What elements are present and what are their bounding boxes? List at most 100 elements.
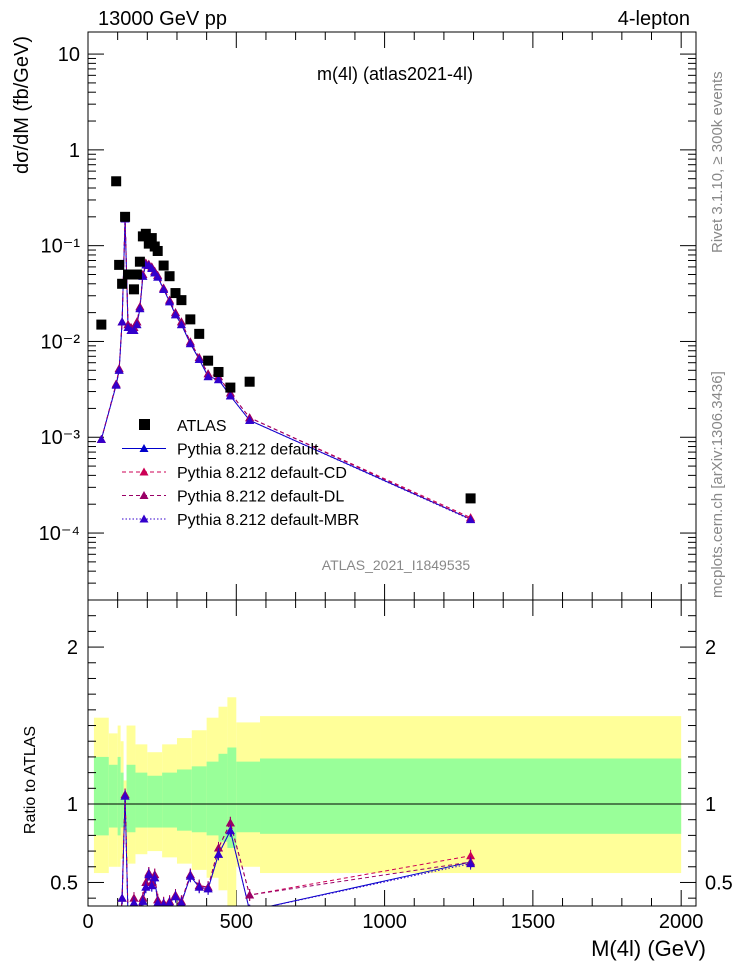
legend-marker	[139, 467, 149, 476]
mc-point	[225, 391, 235, 400]
y-tick-label: 10⁻⁴	[39, 523, 80, 545]
ratio-point	[127, 912, 136, 920]
mc-point	[159, 284, 169, 293]
ratio-point	[120, 791, 130, 800]
ratio-band-inner	[260, 758, 682, 834]
ratio-tick-label-right: 2	[705, 637, 716, 659]
ratio-axis-ticks: 0.5 0.5 1 1 2 2	[50, 615, 733, 899]
mc-point	[114, 365, 124, 374]
side-mcplots-label: mcplots.cern.ch [arXiv:1306.3436]	[709, 371, 726, 598]
ratio-point	[112, 955, 121, 963]
ratio-point	[466, 859, 476, 868]
ratio-band-inner	[206, 761, 219, 836]
ratio-point	[160, 899, 168, 906]
ratio-uncertainty-bands	[93, 697, 682, 906]
y-tick-label: 1	[69, 140, 80, 162]
ratio-line	[121, 796, 471, 906]
ratio-point	[138, 896, 148, 905]
y-tick-label: 10⁻³	[41, 427, 81, 449]
legend-label: Pythia 8.212 default-CD	[177, 465, 347, 482]
ratio-point	[132, 906, 141, 914]
ratio-point	[129, 898, 139, 906]
main-series	[96, 176, 476, 524]
ratio-point	[127, 916, 136, 924]
ratio-band-inner	[108, 764, 118, 828]
y-tick-label: 10	[58, 44, 80, 66]
ratio-point	[112, 955, 121, 963]
mc-point	[117, 317, 127, 326]
data-point	[134, 256, 145, 267]
ratio-y-label: Ratio to ATLAS	[22, 726, 39, 834]
mc-point	[466, 515, 476, 524]
header-left: 13000 GeV pp	[98, 8, 227, 30]
ratio-point	[177, 898, 186, 906]
ratio-band-inner	[176, 769, 192, 831]
x-tick-label: 2000	[659, 911, 704, 933]
data-point	[213, 366, 224, 377]
mc-point	[203, 372, 213, 381]
ratio-point	[213, 849, 223, 858]
ratio-point	[144, 870, 154, 879]
ratio-band-inner	[126, 764, 136, 833]
legend-marker	[139, 514, 149, 523]
main-panel: 10 1 10⁻¹ 10⁻² 10⁻³ 10⁻⁴ 0 500 1000 1500 2000 m(4l…	[11, 31, 704, 933]
ratio-point	[153, 898, 162, 906]
ratio-point	[97, 947, 106, 955]
x-tick-label: 0	[82, 911, 93, 933]
ratio-band-inner	[236, 761, 261, 833]
ratio-point	[115, 944, 124, 952]
data-point	[146, 233, 157, 244]
data-point	[225, 382, 236, 393]
data-point	[117, 278, 128, 289]
ratio-point	[97, 947, 106, 955]
ratio-point	[124, 909, 133, 917]
ratio-point	[117, 893, 127, 902]
ratio-band-inner	[218, 753, 228, 842]
ratio-point	[127, 916, 136, 924]
ratio-point	[112, 955, 121, 963]
ratio-point	[124, 909, 133, 917]
data-point	[126, 269, 137, 280]
mc-point	[129, 326, 139, 335]
data-point	[176, 295, 187, 306]
ratio-point	[124, 912, 133, 920]
ratio-point	[170, 892, 180, 901]
ratio-tick-label-right: 0.5	[705, 872, 733, 894]
ratio-band-inner	[162, 772, 177, 828]
ratio-point	[203, 884, 213, 893]
ratio-point	[225, 826, 235, 835]
mc-point	[153, 272, 163, 281]
data-point	[164, 271, 175, 282]
ratio-point	[135, 906, 144, 914]
mc-point	[245, 415, 255, 424]
data-point	[128, 284, 139, 295]
ratio-point	[466, 851, 476, 860]
mc-point	[170, 310, 180, 319]
ratio-tick-label: 1	[67, 794, 78, 816]
ratio-point	[115, 944, 124, 952]
y-tick-label: 10⁻¹	[41, 236, 81, 258]
side-rivet-label: Rivet 3.1.10, ≥ 300k events	[709, 71, 726, 253]
ratio-point	[124, 912, 133, 920]
legend: ATLAS Pythia 8.212 default Pythia 8.212 de…	[122, 418, 359, 529]
ratio-point	[132, 909, 141, 917]
y-tick-label: 10⁻²	[41, 331, 81, 353]
chart-title: m(4l) (atlas2021-4l)	[317, 64, 473, 84]
data-point	[203, 355, 214, 366]
legend-label: ATLAS	[177, 418, 227, 435]
mc-point	[185, 339, 195, 348]
mc-point	[132, 320, 142, 329]
ratio-band-inner	[93, 756, 109, 836]
data-point	[185, 314, 196, 325]
data-point	[131, 269, 142, 280]
ratio-point	[97, 947, 106, 955]
legend-label: Pythia 8.212 default-MBR	[177, 512, 359, 529]
mc-point	[213, 375, 223, 384]
main-axis-ticks: 10 1 10⁻¹ 10⁻² 10⁻³ 10⁻⁴ 0 500 1000 1500 2000	[39, 32, 704, 933]
ratio-point	[185, 871, 195, 880]
x-tick-label: 1000	[362, 911, 407, 933]
data-point	[194, 328, 205, 339]
ratio-point	[165, 898, 174, 906]
header-right: 4-lepton	[618, 8, 690, 30]
